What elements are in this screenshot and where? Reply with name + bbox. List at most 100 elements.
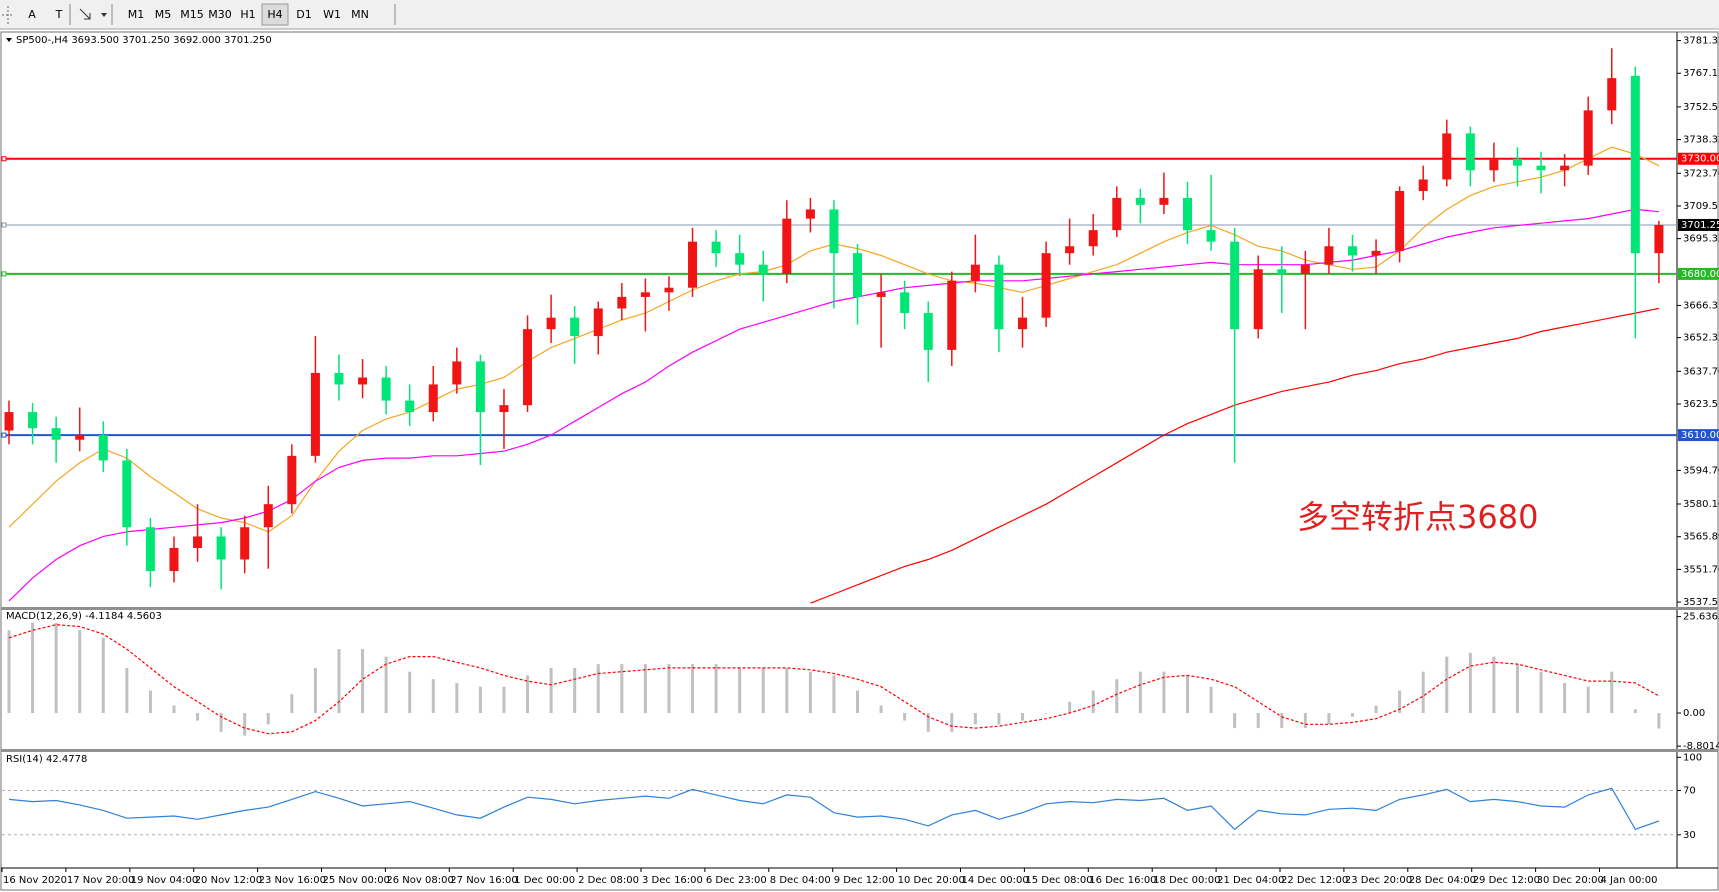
indicator-line: [8, 787, 1660, 831]
level-label: 3610.000: [1681, 430, 1719, 441]
candle-body: [735, 253, 745, 265]
candle-body: [358, 377, 368, 385]
time-label: 21 Dec 04:00: [1217, 875, 1284, 886]
toolbar-button[interactable]: M1: [128, 8, 145, 21]
candle-body: [287, 455, 297, 505]
macd-bar: [1633, 709, 1637, 714]
macd-bar: [714, 664, 718, 714]
candle-body: [688, 241, 698, 288]
chart-header: SP500-,H4 3693.500 3701.250 3692.000 370…: [16, 35, 272, 46]
candle-body: [617, 296, 627, 309]
macd-bar: [879, 705, 883, 714]
time-label: 23 Dec 20:00: [1345, 875, 1412, 886]
macd-bar: [667, 664, 671, 714]
time-label: 6 Dec 23:00: [706, 875, 767, 886]
candle-body: [193, 536, 203, 548]
time-label: 19 Nov 04:00: [131, 875, 198, 886]
toolbar-button[interactable]: M15: [180, 8, 204, 21]
toolbar-button[interactable]: M5: [155, 8, 172, 21]
macd-bar: [125, 667, 129, 714]
candle-body: [664, 287, 674, 293]
macd-bar: [1610, 671, 1614, 714]
toolbar: A T M1 M5 M15 M30 H1 H4 D1 W1 MN: [2, 3, 396, 26]
time-label: 23 Nov 16:00: [259, 875, 326, 886]
y-tick-label: 3666.310: [1683, 300, 1719, 311]
candle-body: [475, 361, 485, 413]
macd-bar: [408, 671, 412, 714]
macd-bar: [478, 686, 482, 714]
macd-bar: [596, 664, 600, 714]
candle-body: [994, 264, 1004, 330]
macd-bar: [1586, 686, 1590, 714]
candle-body: [1395, 190, 1405, 251]
macd-bar: [973, 713, 977, 725]
toolbar-button[interactable]: M30: [208, 8, 232, 21]
macd-bar: [997, 713, 1001, 725]
candle-body: [405, 400, 415, 413]
time-label: 28 Dec 04:00: [1409, 875, 1476, 886]
toolbar-button[interactable]: W1: [323, 8, 341, 21]
candle-body: [4, 412, 14, 431]
y-tick-label: 3594.700: [1683, 465, 1719, 476]
y-tick-label: 3637.700: [1683, 366, 1719, 377]
pane-separator: [1, 607, 1718, 610]
level-handle: [1, 432, 7, 438]
toolbar-button[interactable]: T: [55, 8, 63, 21]
candle-body: [640, 292, 650, 297]
level-handle: [1, 222, 7, 228]
macd-bar: [1068, 701, 1072, 714]
toolbar-button[interactable]: MN: [351, 8, 369, 21]
macd-bar: [1515, 664, 1519, 714]
macd-bar: [738, 667, 742, 714]
macd-label: MACD(12,26,9) -4.1184 4.5603: [6, 611, 162, 622]
macd-bar: [361, 649, 365, 714]
candle-body: [523, 329, 533, 406]
macd-bar: [243, 713, 247, 736]
macd-bar: [7, 630, 11, 714]
toolbar-button[interactable]: H4: [261, 3, 289, 26]
toolbar-button[interactable]: H1: [240, 8, 255, 21]
y-tick-label: 100: [1683, 752, 1702, 763]
macd-bar: [1374, 705, 1378, 714]
time-label: 30 Dec 20:00: [1537, 875, 1604, 886]
candle-body: [263, 504, 273, 528]
candle-body: [1277, 269, 1287, 274]
candle-body: [1206, 230, 1216, 242]
macd-bar: [1280, 713, 1284, 729]
candle-body: [546, 317, 556, 330]
macd-bar: [148, 690, 152, 714]
time-label: 15 Dec 08:00: [1025, 875, 1092, 886]
candle-body: [310, 372, 320, 456]
chart-frame: [0, 31, 1719, 891]
macd-bar: [172, 705, 176, 714]
y-tick-label: 3709.510: [1683, 201, 1719, 212]
time-label: 16 Nov 2020: [3, 875, 67, 886]
macd-bar: [1209, 686, 1213, 714]
candle-body: [1371, 250, 1381, 256]
candle-body: [1583, 110, 1593, 166]
candle-body: [1418, 179, 1428, 191]
macd-bar: [1468, 652, 1472, 714]
y-tick-label: 3738.320: [1683, 135, 1719, 146]
macd-bar: [926, 713, 930, 732]
toolbar-button[interactable]: A: [28, 8, 36, 21]
y-tick-label: 3767.130: [1683, 68, 1719, 79]
candle-body: [1018, 317, 1028, 330]
candle-body: [923, 313, 933, 350]
y-tick-label: 3752.510: [1683, 102, 1719, 113]
candle-body: [1654, 224, 1664, 254]
time-label: 8 Dec 04:00: [770, 875, 831, 886]
candle-body: [1536, 165, 1546, 171]
time-label: 20 Nov 12:00: [195, 875, 262, 886]
toolbar-button[interactable]: D1: [296, 8, 311, 21]
toolbar-label: H1: [240, 8, 255, 21]
macd-bar: [196, 713, 200, 721]
time-label: 18 Dec 00:00: [1153, 875, 1220, 886]
time-label: 29 Dec 12:00: [1473, 875, 1540, 886]
header-arrow: [6, 38, 12, 42]
time-label: 4 Jan 00:00: [1601, 875, 1658, 886]
y-tick-label: 3580.100: [1683, 499, 1719, 510]
level-label: 3701.250: [1681, 220, 1719, 231]
y-tick-label: 3537.510: [1683, 597, 1719, 608]
toolbar-label: M15: [180, 8, 204, 21]
